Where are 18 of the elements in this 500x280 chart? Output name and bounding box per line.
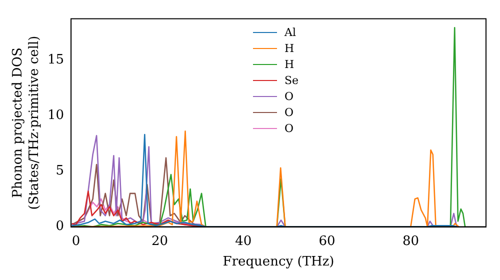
x-tick-label: 0: [72, 234, 80, 249]
legend-label: Se: [284, 74, 299, 88]
y-tick-label: 10: [47, 108, 64, 123]
legend-label: H: [284, 58, 294, 72]
legend-label: O: [284, 106, 294, 120]
x-axis-title: Frequency (THz): [222, 254, 334, 270]
y-tick-label: 0: [56, 219, 64, 234]
legend-label: H: [284, 42, 294, 56]
x-tick-label: 40: [235, 234, 252, 249]
legend-label: O: [284, 90, 294, 104]
y-tick-label: 5: [56, 164, 64, 179]
legend-label: Al: [284, 26, 296, 40]
x-tick-label: 60: [318, 234, 336, 249]
y-tick-label: 15: [47, 52, 64, 68]
legend-label: O: [284, 122, 294, 136]
x-tick-label: 80: [402, 234, 419, 249]
y-axis-title: Phonon projected DOS (States/THz·primitive cell): [10, 36, 42, 210]
x-tick-label: 20: [151, 234, 168, 249]
